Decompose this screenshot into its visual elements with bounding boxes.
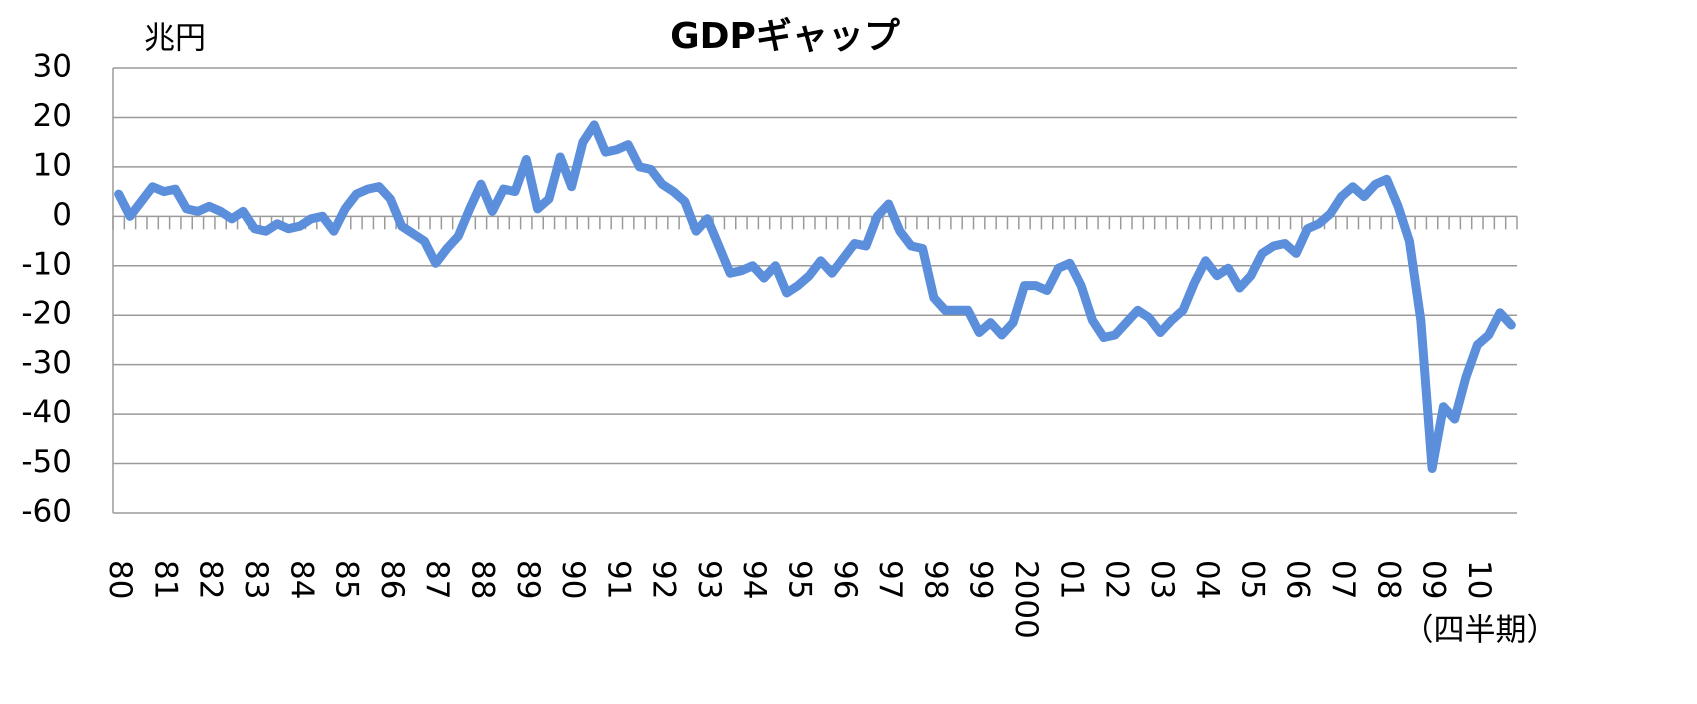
x-tick-label: 97 [872,560,908,599]
x-tick-label: 84 [283,560,319,599]
y-unit: 兆円 [144,21,206,57]
x-tick-label: 85 [329,560,365,599]
chart-title: GDPギャップ [670,16,900,57]
x-tick-label: 04 [1189,560,1225,599]
y-tick-label: -20 [21,296,72,332]
y-tick-label: -30 [21,345,72,381]
x-tick-label: 10 [1461,560,1497,599]
x-tick-label: 98 [917,560,953,599]
x-tick-label: 05 [1234,560,1270,599]
x-unit: （四半期） [1403,613,1558,649]
x-tick-label: 99 [963,560,999,599]
x-tick-label: 91 [600,560,636,599]
x-tick-label: 90 [555,560,591,599]
x-tick-label: 93 [691,560,727,599]
y-tick-label: 0 [52,197,72,233]
x-tick-label: 92 [646,560,682,599]
x-tick-label: 95 [782,560,818,599]
data-line [114,120,1516,473]
x-tick-label: 81 [147,560,183,599]
x-tick-label: 2000 [1008,560,1044,639]
x-tick-label: 01 [1053,560,1089,599]
x-tick-label: 87 [419,560,455,599]
x-tick-label: 09 [1416,560,1452,599]
x-tick-label: 94 [736,560,772,599]
y-tick-label: -50 [21,444,72,480]
y-tick-label: 30 [33,49,72,85]
x-tick-label: 07 [1325,560,1361,599]
x-tick-label: 96 [827,560,863,599]
y-tick-label: 10 [33,147,72,183]
y-tick-label: -10 [21,246,72,282]
y-tick-label: 20 [33,98,72,134]
y-tick-label: -40 [21,395,72,431]
x-tick-label: 83 [238,560,274,599]
x-tick-label: 08 [1370,560,1406,599]
x-tick-label: 80 [102,560,138,599]
y-tick-label: -60 [21,494,72,530]
x-tick-label: 02 [1099,560,1135,599]
x-tick-label: 06 [1280,560,1316,599]
x-tick-label: 86 [374,560,410,599]
x-tick-label: 89 [510,560,546,599]
x-tick-label: 03 [1144,560,1180,599]
x-tick-label: 82 [193,560,229,599]
x-tick-label: 88 [464,560,500,599]
